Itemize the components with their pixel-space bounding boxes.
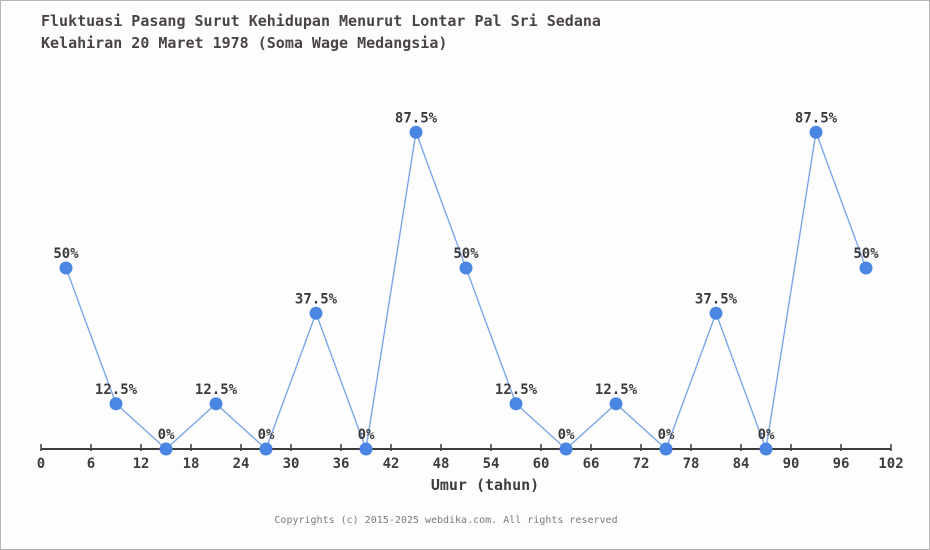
data-point-label: 0% [758,427,775,443]
data-point-label: 0% [658,427,675,443]
x-axis-tick-label: 72 [633,456,650,472]
x-axis-tick-label: 24 [233,456,250,472]
data-point-label: 0% [258,427,275,443]
data-point-marker [209,397,223,411]
data-point-label: 0% [558,427,575,443]
x-axis-tick-label: 18 [183,456,200,472]
x-axis-tick-label: 60 [533,456,550,472]
data-point-label: 0% [158,427,175,443]
data-point-marker [509,397,523,411]
data-point-marker [109,397,123,411]
data-point-marker [459,261,473,275]
data-point-marker [159,442,173,456]
data-point-label: 50% [453,246,479,262]
x-axis-tick-label: 0 [37,456,45,472]
data-point-marker [259,442,273,456]
data-point-label: 12.5% [195,382,238,398]
x-axis-tick-label: 96 [833,456,850,472]
x-axis-tick-label: 12 [133,456,150,472]
data-line [65,129,867,452]
x-axis-tick-label: 90 [783,456,800,472]
x-axis-tick-label: 42 [383,456,400,472]
data-point-marker [309,306,323,320]
data-point-label: 0% [358,427,375,443]
data-point-marker [559,442,573,456]
data-point-marker [859,261,873,275]
data-point-marker [759,442,773,456]
data-point-marker [409,125,423,139]
data-point-label: 50% [853,246,879,262]
chart-title-line2: Kelahiran 20 Maret 1978 (Soma Wage Medan… [41,34,448,52]
data-point-label: 37.5% [295,291,338,307]
copyright-text: Copyrights (c) 2015-2025 webdika.com. Al… [274,515,618,526]
x-axis-tick-label: 6 [87,456,95,472]
x-axis-tick-label: 102 [878,456,903,472]
x-axis-label: Umur (tahun) [431,476,539,494]
data-point-label: 12.5% [95,382,138,398]
data-point-label: 12.5% [595,382,638,398]
data-point-label: 50% [53,246,79,262]
x-axis-tick-label: 84 [733,456,750,472]
chart-title: Fluktuasi Pasang Surut Kehidupan Menurut… [41,10,601,54]
chart-title-line1: Fluktuasi Pasang Surut Kehidupan Menurut… [41,12,601,30]
data-point-label: 87.5% [395,110,438,126]
x-axis-tick-label: 36 [333,456,350,472]
x-axis-tick-label: 30 [283,456,300,472]
x-axis-tick-label: 48 [433,456,450,472]
x-axis-tick-label: 78 [683,456,700,472]
data-point-label: 37.5% [695,291,738,307]
data-point-marker [709,306,723,320]
data-point-label: 12.5% [495,382,538,398]
data-point-marker [609,397,623,411]
x-axis-tick-label: 66 [583,456,600,472]
data-point-marker [59,261,73,275]
data-point-marker [359,442,373,456]
data-point-marker [659,442,673,456]
x-axis-tick-label: 54 [483,456,500,472]
data-point-label: 87.5% [795,110,838,126]
data-point-marker [809,125,823,139]
